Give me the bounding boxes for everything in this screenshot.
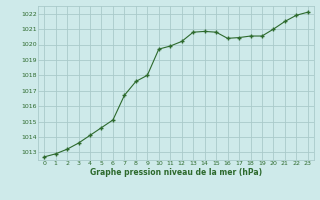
X-axis label: Graphe pression niveau de la mer (hPa): Graphe pression niveau de la mer (hPa) [90, 168, 262, 177]
